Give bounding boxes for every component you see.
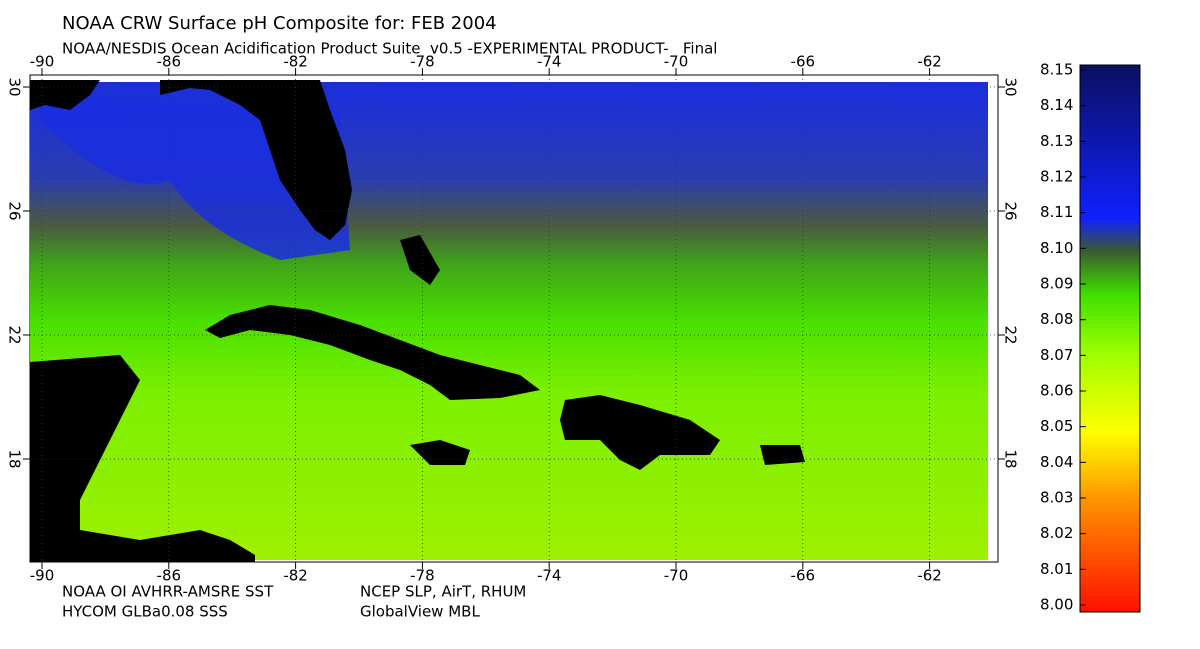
colorbar-label: 8.13 — [1040, 132, 1073, 150]
colorbar-label: 8.12 — [1040, 168, 1073, 186]
lon-label: -74 — [537, 567, 562, 585]
lon-label: -70 — [664, 53, 689, 71]
lon-label: -62 — [917, 567, 942, 585]
colorbar-label: 8.04 — [1040, 453, 1073, 471]
colorbar-label: 8.02 — [1040, 524, 1073, 542]
subtitle: NOAA/NESDIS Ocean Acidification Product … — [62, 40, 717, 58]
lon-label: -70 — [664, 567, 689, 585]
colorbar-label: 8.03 — [1040, 489, 1073, 507]
colorbar-label: 8.05 — [1040, 417, 1073, 435]
colorbar-label: 8.01 — [1040, 560, 1073, 578]
colorbar-label: 8.09 — [1040, 275, 1073, 293]
lat-label: 30 — [1002, 77, 1020, 96]
lat-label: 26 — [1002, 201, 1020, 220]
lat-label: 22 — [6, 325, 24, 344]
colorbar-label: 8.14 — [1040, 96, 1073, 114]
lat-label: 30 — [6, 77, 24, 96]
lon-label: -82 — [283, 567, 308, 585]
title: NOAA CRW Surface pH Composite for: FEB 2… — [62, 13, 497, 34]
lon-label: -62 — [917, 53, 942, 71]
colorbar — [1079, 64, 1141, 613]
lat-label: 22 — [1002, 325, 1020, 344]
land — [30, 80, 805, 562]
lon-label: -78 — [410, 53, 435, 71]
lon-label: -82 — [283, 53, 308, 71]
footnote: NOAA OI AVHRR-AMSRE SST — [62, 583, 274, 601]
lon-label: -66 — [791, 567, 816, 585]
lon-label: -90 — [30, 567, 55, 585]
footnote: GlobalView MBL — [360, 603, 480, 621]
lon-label: -78 — [410, 567, 435, 585]
colorbar-label: 8.08 — [1040, 310, 1073, 328]
colorbar-label: 8.07 — [1040, 346, 1073, 364]
footnote: NCEP SLP, AirT, RHUM — [360, 583, 526, 601]
lon-label: -86 — [157, 53, 182, 71]
lat-label: 18 — [1002, 449, 1020, 468]
lat-label: 26 — [6, 201, 24, 220]
colorbar-label: 8.06 — [1040, 382, 1073, 400]
colorbar-label: 8.11 — [1040, 203, 1073, 221]
colorbar-label: 8.10 — [1040, 239, 1073, 257]
lon-label: -74 — [537, 53, 562, 71]
lon-label: -66 — [791, 53, 816, 71]
lon-label: -86 — [157, 567, 182, 585]
lon-label: -90 — [30, 53, 55, 71]
lat-label: 18 — [6, 449, 24, 468]
colorbar-label: 8.00 — [1040, 596, 1073, 614]
graticule — [30, 75, 998, 562]
footnote: HYCOM GLBa0.08 SSS — [62, 603, 228, 621]
colorbar-label: 8.15 — [1040, 61, 1073, 79]
